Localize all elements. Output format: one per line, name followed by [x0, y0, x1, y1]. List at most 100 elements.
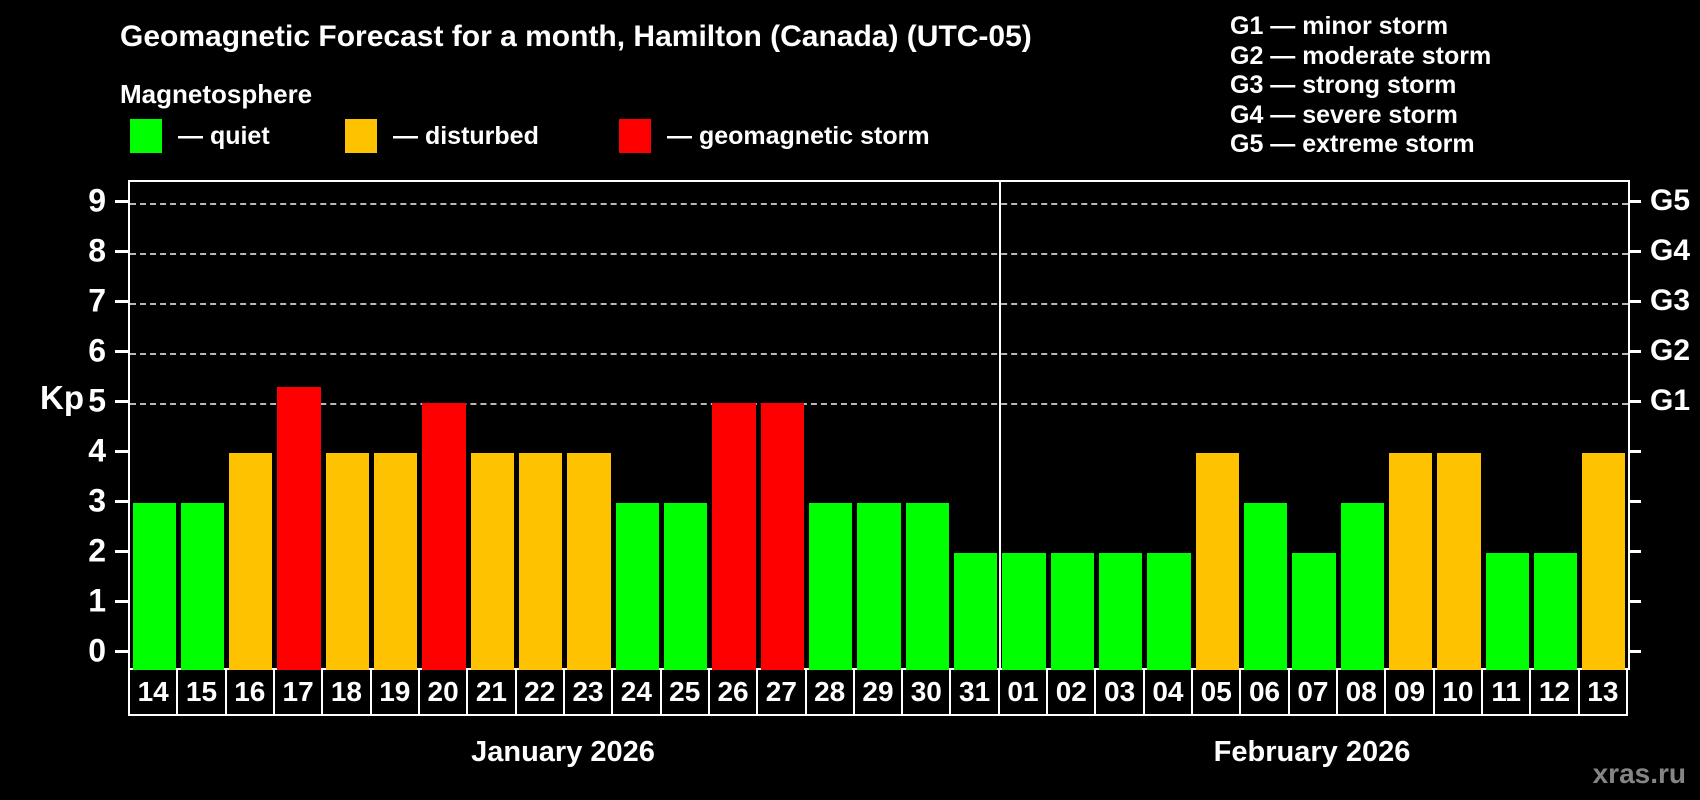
gridline-kp9 [130, 203, 1628, 205]
left-tick-kp7 [115, 300, 128, 303]
day-label-05: 05 [1191, 668, 1242, 716]
left-tick-kp5 [115, 400, 128, 403]
bar-day-17 [277, 386, 321, 670]
bar-day-10 [1437, 453, 1481, 670]
y-tick-label-7: 7 [88, 282, 106, 319]
day-label-24: 24 [611, 668, 662, 716]
bar-day-02 [1050, 553, 1094, 670]
storm-scale-entry: G1 — minor storm [1230, 12, 1449, 40]
bar-day-01 [1002, 553, 1046, 670]
day-label-01: 01 [997, 668, 1049, 716]
y-tick-label-0: 0 [88, 632, 106, 669]
plot-area [128, 180, 1630, 670]
day-label-22: 22 [514, 668, 565, 716]
storm-scale-entry: G2 — moderate storm [1230, 41, 1492, 70]
day-label-10: 10 [1432, 668, 1484, 716]
bar-day-19 [374, 453, 418, 670]
day-label-27: 27 [756, 668, 807, 716]
bar-day-15 [180, 503, 225, 670]
day-label-17: 17 [272, 668, 324, 716]
bar-day-27 [760, 403, 804, 670]
day-label-21: 21 [466, 668, 517, 716]
gridline-kp8 [130, 253, 1628, 255]
month-label-february: February 2026 [1213, 736, 1411, 768]
day-label-09: 09 [1384, 668, 1435, 716]
y-tick-label-9: 9 [88, 182, 106, 219]
right-axis-label-G1: G1 [1650, 384, 1691, 417]
bar-day-24 [615, 503, 660, 670]
y-tick-label-5: 5 [88, 382, 106, 419]
bar-day-29 [857, 503, 901, 670]
right-tick-kp2 [1628, 550, 1641, 553]
day-label-26: 26 [707, 668, 759, 716]
day-label-28: 28 [804, 668, 855, 716]
storm-scale-entry: G4 — severe storm [1230, 100, 1458, 129]
right-tick-kp0 [1628, 650, 1641, 653]
bar-day-05 [1195, 453, 1239, 670]
right-axis-label-G5: G5 [1650, 184, 1691, 217]
right-tick-kp1 [1628, 600, 1641, 603]
left-tick-kp4 [115, 450, 128, 453]
gridline-kp5 [130, 403, 1628, 405]
y-tick-label-6: 6 [88, 332, 106, 369]
day-label-25: 25 [659, 668, 710, 716]
right-tick-kp4 [1628, 450, 1641, 453]
left-tick-kp9 [115, 200, 128, 203]
day-axis: 14 15 16 17 18 19 20 21 22 23 24 25 26 27 28 29 30 31 01 02… [128, 668, 1628, 716]
day-label-30: 30 [901, 668, 952, 716]
bar-day-04 [1147, 553, 1191, 670]
y-tick-label-3: 3 [88, 482, 106, 519]
right-tick-kp8 [1628, 250, 1641, 253]
right-tick-kp6 [1628, 350, 1641, 353]
legend-item-label: — geomagnetic storm [667, 121, 930, 150]
chart-title: Geomagnetic Forecast for a month, Hamilt… [120, 20, 1032, 53]
bar-day-28 [809, 503, 853, 670]
bar-day-09 [1388, 453, 1433, 670]
bar-day-12 [1533, 553, 1578, 670]
bar-day-18 [325, 453, 370, 670]
day-label-11: 11 [1481, 668, 1532, 716]
right-axis-label-G3: G3 [1650, 284, 1691, 317]
left-tick-kp8 [115, 250, 128, 253]
y-axis-label: Kp [40, 379, 84, 416]
day-label-03: 03 [1094, 668, 1145, 716]
month-label-january: January 2026 [471, 736, 655, 768]
right-tick-kp5 [1628, 400, 1641, 403]
day-label-07: 07 [1287, 668, 1339, 716]
storm-scale-legend: G1 — minor storm G2 — moderate storm G3 — … [1230, 12, 1491, 160]
bar-day-23 [567, 453, 611, 670]
bar-day-16 [229, 453, 273, 670]
left-tick-kp1 [115, 600, 128, 603]
day-label-06: 06 [1239, 668, 1290, 716]
legend-item-label: — quiet [178, 121, 270, 150]
left-tick-kp3 [115, 500, 128, 503]
bar-day-11 [1485, 553, 1529, 670]
day-label-14: 14 [128, 668, 179, 716]
bar-day-08 [1340, 503, 1384, 670]
bar-day-13 [1582, 453, 1626, 670]
right-tick-kp3 [1628, 500, 1641, 503]
right-tick-kp7 [1628, 300, 1641, 303]
right-axis-label-G4: G4 [1650, 234, 1691, 267]
disturbed-color-swatch-icon [345, 119, 377, 153]
bar-day-30 [905, 503, 949, 670]
storm-scale-entry: G3 — strong storm [1230, 71, 1457, 99]
day-label-29: 29 [852, 668, 904, 716]
left-tick-kp0 [115, 650, 128, 653]
bar-day-21 [470, 453, 515, 670]
left-tick-kp6 [115, 350, 128, 353]
day-label-08: 08 [1336, 668, 1387, 716]
storm-color-swatch-icon [619, 119, 651, 153]
day-label-16: 16 [224, 668, 275, 716]
day-label-31: 31 [949, 668, 1000, 716]
bar-day-26 [712, 403, 756, 670]
day-label-12: 12 [1529, 668, 1580, 716]
legend-item-storm: — geomagnetic storm [619, 118, 930, 154]
watermark: xras.ru [1592, 758, 1686, 789]
bar-day-25 [664, 503, 708, 670]
legend-item-quiet: — quiet [130, 118, 270, 154]
legend-heading: Magnetosphere [120, 79, 313, 109]
day-label-13: 13 [1577, 668, 1628, 716]
day-label-15: 15 [176, 668, 227, 716]
